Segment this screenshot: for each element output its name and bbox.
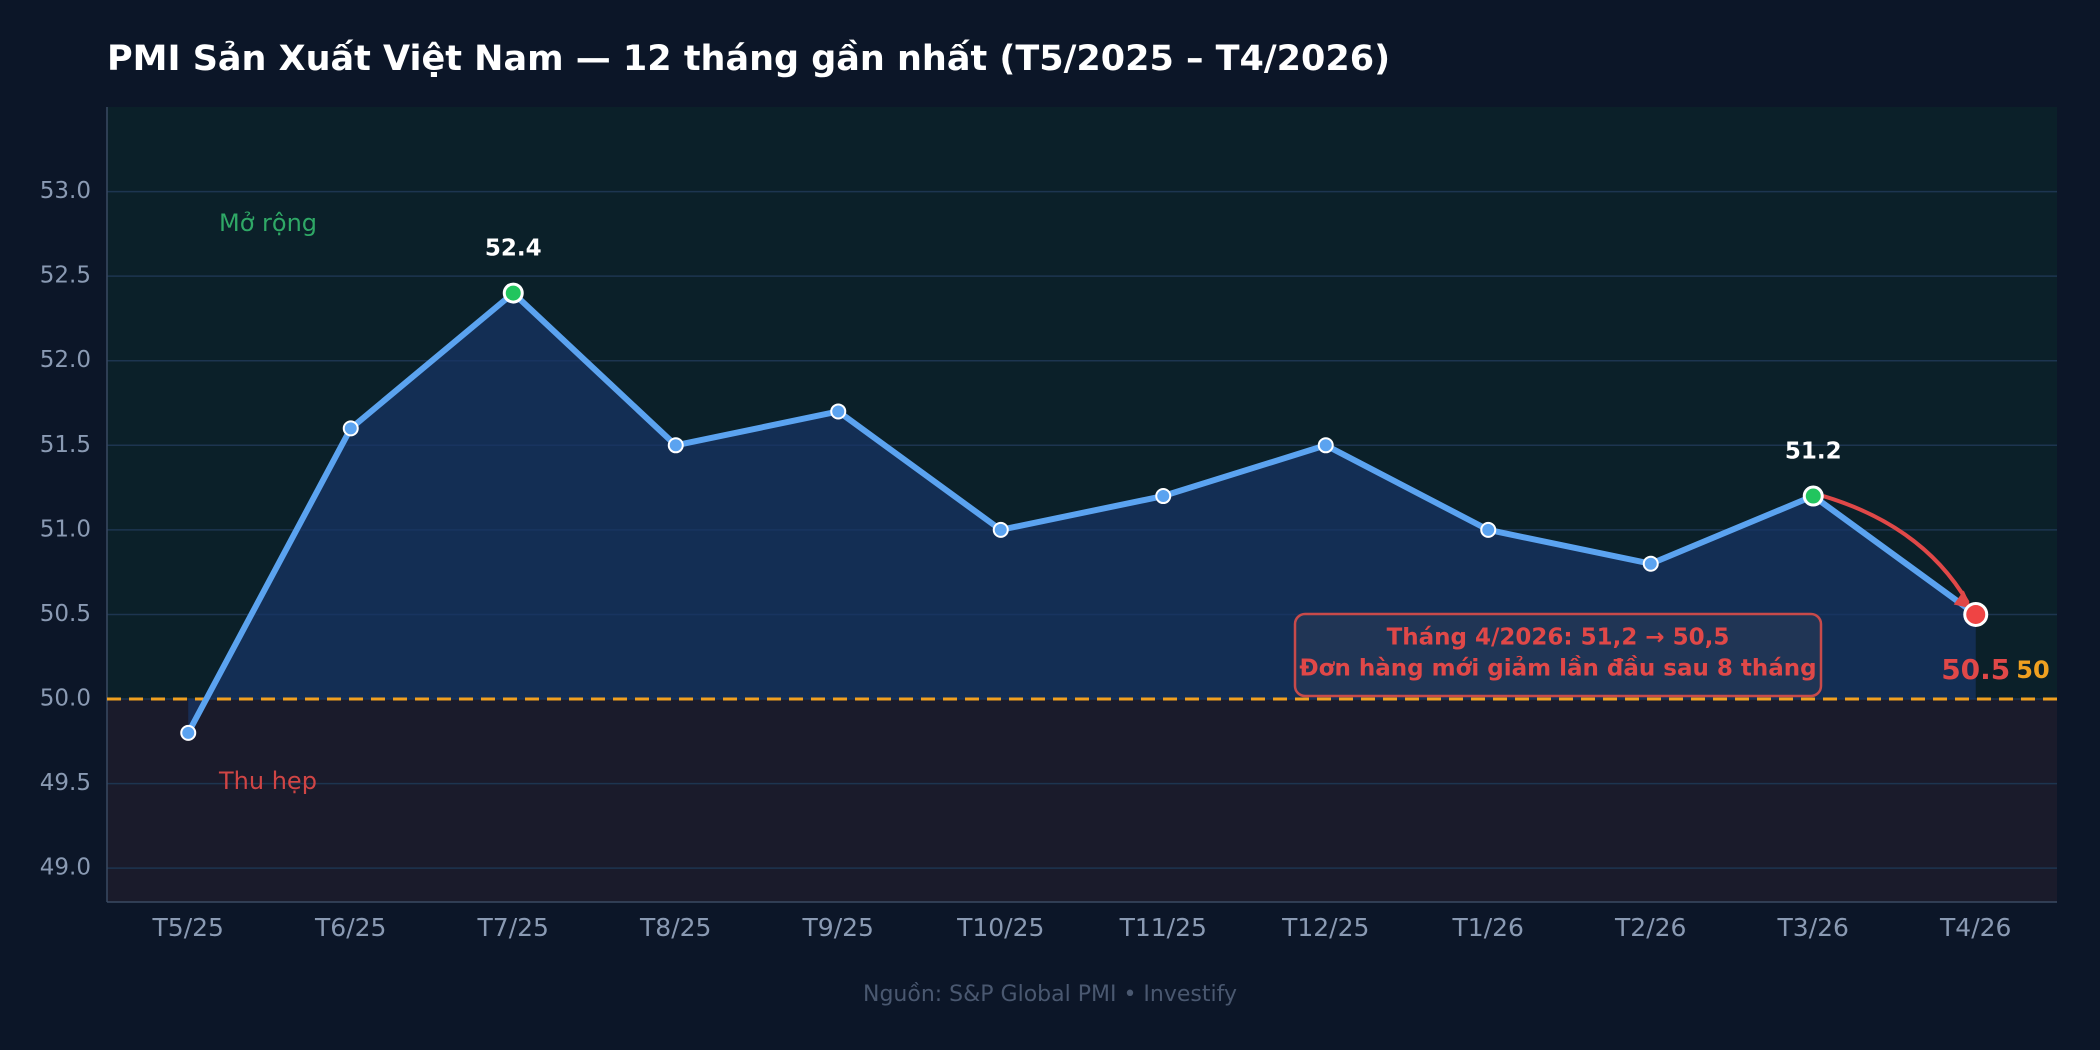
line — [185, 290, 1978, 735]
y-tick-label: 51.5 — [40, 432, 91, 458]
y-tick-label: 52.5 — [40, 263, 91, 289]
x-tick-label: T12/25 — [1281, 913, 1369, 942]
x-tick-label: T10/25 — [956, 913, 1044, 942]
chart-title: PMI Sản Xuất Việt Nam — 12 tháng gần nhấ… — [107, 38, 1390, 79]
x-tick-label: T11/25 — [1119, 913, 1207, 942]
y-tick-label: 50.0 — [40, 686, 91, 712]
region-label: Thu hẹp — [218, 767, 317, 795]
x-tick-label: T9/25 — [802, 913, 874, 942]
x-tick-label: T2/26 — [1614, 913, 1686, 942]
contraction-region — [107, 699, 2057, 902]
y-tick-label: 53.0 — [40, 178, 91, 204]
threshold-label: 50 — [2016, 656, 2049, 684]
x-tick-label: T8/25 — [639, 913, 711, 942]
trend-arrowhead — [1953, 590, 1972, 609]
y-tick-label: 49.5 — [40, 770, 91, 796]
point-marker — [1642, 555, 1659, 572]
y-tick-label: 50.5 — [40, 601, 91, 627]
data-label: 51.2 — [1785, 439, 1842, 465]
x-tick-label: T7/25 — [477, 913, 549, 942]
region-label: Mở rộng — [219, 209, 317, 237]
point-marker — [180, 724, 197, 741]
point-marker — [667, 437, 684, 454]
x-tick-label: T4/26 — [1939, 913, 2011, 942]
annotation-box — [1293, 612, 1823, 698]
point-marker — [830, 403, 847, 420]
annotation-text: Tháng 4/2026: 51,2 → 50,5 — [1387, 625, 1730, 651]
annotation-text: Đơn hàng mới giảm lần đầu sau 8 tháng — [1299, 655, 1816, 682]
y-tick-label: 52.0 — [40, 347, 91, 373]
y-tick-label: 49.0 — [40, 855, 91, 881]
point-marker — [1963, 601, 1989, 627]
x-tick-label: T3/26 — [1777, 913, 1849, 942]
point-marker — [342, 420, 359, 437]
point-marker — [502, 282, 524, 304]
y-tick-label: 51.0 — [40, 516, 91, 542]
x-tick-label: T5/25 — [152, 913, 224, 942]
trend-arrow — [1822, 494, 1970, 604]
data-label: 50.5 — [1941, 653, 2010, 686]
data-label: 52.4 — [485, 236, 542, 262]
x-tick-label: T6/25 — [314, 913, 386, 942]
point-marker — [1155, 488, 1172, 505]
x-tick-label: T1/26 — [1452, 913, 1524, 942]
source-note: Nguồn: S&P Global PMI • Investify — [863, 982, 1237, 1007]
point-marker — [992, 521, 1009, 538]
point-marker — [1802, 485, 1824, 507]
point-marker — [1480, 521, 1497, 538]
point-marker — [1317, 437, 1334, 454]
